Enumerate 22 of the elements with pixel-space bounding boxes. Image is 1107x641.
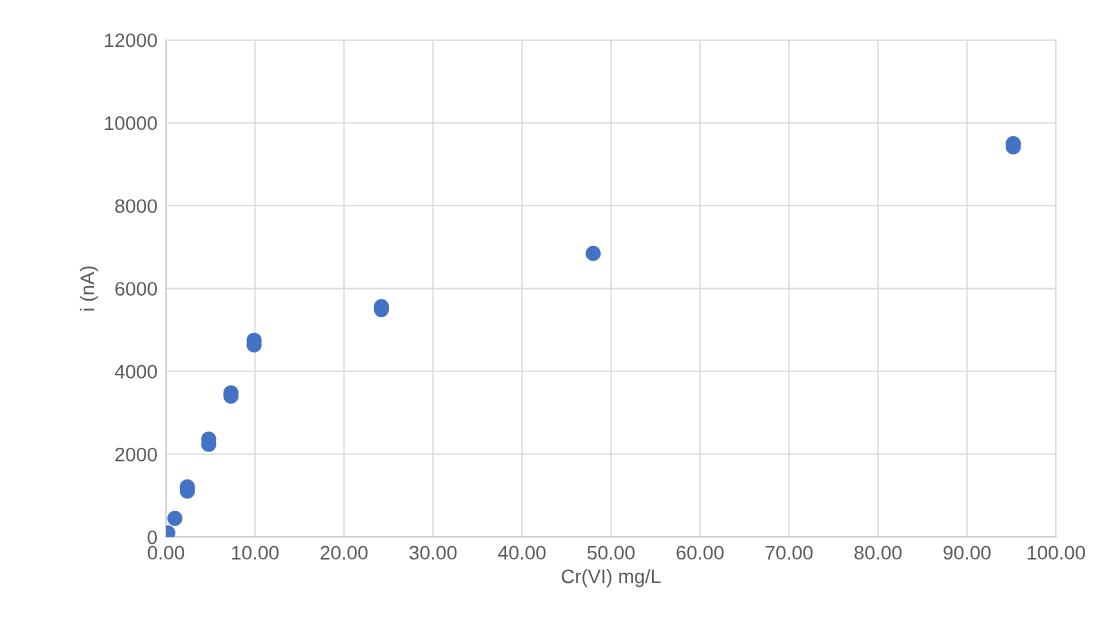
x-tick-label: 90.00 — [943, 545, 991, 560]
x-tick-label: 60.00 — [676, 545, 724, 560]
x-tick-label: 100.00 — [1027, 545, 1085, 560]
x-tick-label: 20.00 — [320, 545, 368, 560]
x-tick-label: 50.00 — [587, 545, 635, 560]
x-tick-label: 30.00 — [409, 545, 457, 560]
y-tick-label: 6000 — [115, 281, 157, 296]
y-tick-label: 0 — [147, 530, 157, 545]
y-tick-label: 2000 — [115, 447, 157, 462]
x-tick-label: 40.00 — [498, 545, 546, 560]
x-axis-title: Cr(VI) mg/L — [561, 569, 661, 588]
y-tick-label: 12000 — [105, 33, 157, 48]
y-axis-title: i (nA) — [79, 266, 99, 311]
point — [167, 510, 183, 527]
y-tick-label: 10000 — [105, 116, 157, 131]
y-tick-label: 8000 — [115, 199, 157, 213]
y-tick-label: 4000 — [114, 364, 157, 379]
point — [585, 245, 601, 261]
x-tick-label: 10.00 — [232, 545, 279, 560]
x-tick-label: 0.00 — [147, 545, 185, 560]
x-tick-label: 80.00 — [854, 545, 902, 560]
x-tick-label: 70.00 — [765, 545, 813, 560]
